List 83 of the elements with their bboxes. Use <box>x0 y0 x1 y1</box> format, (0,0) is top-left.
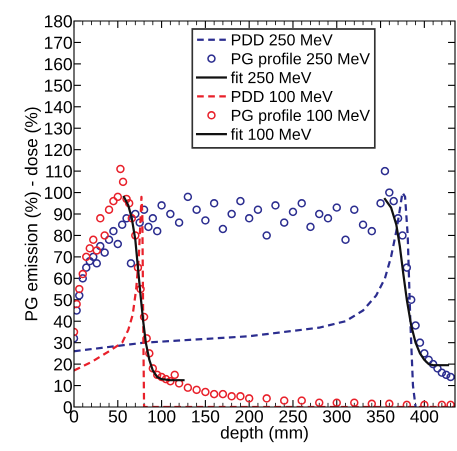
y-tick-label: 60 <box>54 272 72 285</box>
x-axis-title: depth (mm) <box>220 426 308 442</box>
y-tick-label: 90 <box>54 208 72 220</box>
y-tick-label: 170 <box>44 36 72 49</box>
y-tick-label: 0 <box>64 401 72 414</box>
x-tick-label: 300 <box>322 410 351 423</box>
y-tick-label: 180 <box>44 15 72 28</box>
point <box>236 392 245 401</box>
point <box>227 392 236 401</box>
legend-label: PDD 100 MeV <box>232 90 333 102</box>
point <box>350 398 359 407</box>
y-tick-label: 70 <box>54 251 72 264</box>
y-tick-label: 100 <box>44 186 72 200</box>
y-tick-label: 160 <box>44 58 72 70</box>
legend-label: fit 100 MeV <box>230 128 312 140</box>
point <box>82 252 90 262</box>
point <box>124 199 134 208</box>
point <box>148 364 158 373</box>
point <box>166 377 175 386</box>
point <box>332 398 341 407</box>
point <box>157 372 166 382</box>
y-tick-label: 140 <box>44 100 72 114</box>
point <box>152 370 162 380</box>
point <box>184 383 192 392</box>
point <box>280 396 288 405</box>
point <box>142 334 151 343</box>
point <box>244 394 254 403</box>
point <box>218 390 228 398</box>
x-tick-label: 100 <box>148 410 176 423</box>
point <box>118 178 128 186</box>
y-tick-label: 20 <box>54 358 72 371</box>
x-tick-label: 400 <box>410 410 438 423</box>
point <box>420 400 429 407</box>
point <box>136 284 145 294</box>
point <box>145 349 154 358</box>
point <box>96 214 105 223</box>
point <box>122 194 131 204</box>
point <box>116 164 125 174</box>
legend-label: fit 250 MeV <box>230 72 312 84</box>
point <box>100 231 109 240</box>
x-tick-label: 250 <box>279 410 307 423</box>
point <box>86 244 94 253</box>
y-axis-title: PG emission (%) - dose (%) <box>24 108 41 320</box>
point <box>162 374 170 384</box>
y-tick-label: 80 <box>54 230 72 242</box>
legend-label: PG profile 100 MeV <box>232 109 370 124</box>
point <box>128 214 136 223</box>
point <box>134 263 142 272</box>
y-tick-label: 150 <box>44 80 72 92</box>
x-tick-label: 200 <box>236 410 263 423</box>
point <box>89 235 98 244</box>
point <box>104 205 114 214</box>
point <box>315 398 324 407</box>
y-tick-label: 110 <box>46 165 72 178</box>
legend-label: PG profile 250 MeV <box>232 52 370 68</box>
x-tick-label: 350 <box>366 410 394 423</box>
point <box>262 394 271 403</box>
legend-label: PDD 250 MeV <box>232 34 333 46</box>
point <box>368 400 376 407</box>
point <box>174 379 184 388</box>
y-tick-label: 40 <box>54 315 72 328</box>
y-tick-label: 50 <box>54 294 72 306</box>
point <box>140 312 148 322</box>
point <box>109 196 118 206</box>
point <box>192 386 201 394</box>
y-tick-label: 120 <box>44 144 72 156</box>
point <box>385 400 394 407</box>
point <box>201 388 210 396</box>
point <box>131 231 140 240</box>
point <box>114 192 122 202</box>
y-tick-label: 30 <box>54 336 72 350</box>
point <box>438 400 446 407</box>
point <box>170 370 179 380</box>
x-tick-label: 150 <box>192 410 220 423</box>
x-tick-label: 50 <box>108 410 127 423</box>
point <box>78 270 87 278</box>
point <box>210 390 218 398</box>
point <box>402 400 412 407</box>
y-tick-label: 10 <box>54 380 72 392</box>
point <box>92 246 102 255</box>
point <box>75 284 84 294</box>
y-tick-label: 130 <box>44 122 72 135</box>
point <box>297 396 306 405</box>
